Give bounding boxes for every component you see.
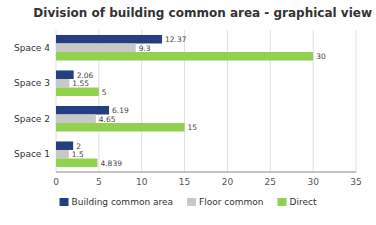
bar <box>56 106 109 115</box>
data-label: 12.37 <box>165 35 187 44</box>
bar <box>56 70 74 79</box>
legend: Building common area Floor common Direct <box>60 197 317 207</box>
x-tick-label: 10 <box>136 177 148 187</box>
data-label: 9.3 <box>139 44 151 53</box>
x-tick-label: 0 <box>53 177 59 187</box>
grid-line <box>356 30 357 172</box>
x-tick-label: 5 <box>96 177 102 187</box>
bar <box>56 88 99 97</box>
legend-swatch <box>278 198 287 206</box>
data-labels: 26.192.0612.371.54.651.559.34.83915530 <box>72 35 326 168</box>
x-tick-label: 15 <box>179 177 190 187</box>
grid-line <box>313 30 314 172</box>
data-label: 1.55 <box>72 79 89 88</box>
data-label: 4.65 <box>99 115 116 124</box>
x-tick-label: 30 <box>307 177 319 187</box>
legend-swatch <box>60 198 69 206</box>
y-tick-label: Space 3 <box>14 78 50 88</box>
title: Division of building common area - graph… <box>33 6 372 20</box>
x-tick-label: 20 <box>222 177 234 187</box>
bar <box>56 43 136 52</box>
x-tick-label: 25 <box>265 177 276 187</box>
y-tick-label: Space 2 <box>14 114 50 124</box>
data-label: 1.5 <box>72 150 84 159</box>
bars <box>56 35 313 167</box>
chart: Division of building common area - graph… <box>0 0 376 225</box>
data-label: 5 <box>102 88 107 97</box>
bar <box>56 114 96 123</box>
bar <box>56 35 162 44</box>
grid-line <box>184 30 185 172</box>
bar <box>56 52 313 61</box>
y-tick-label: Space 4 <box>14 43 50 53</box>
bar <box>56 123 185 132</box>
bar <box>56 159 97 168</box>
legend-label: Building common area <box>72 197 174 207</box>
grid-line <box>270 30 271 172</box>
bar <box>56 79 69 88</box>
legend-swatch <box>187 198 196 206</box>
data-label: 4.839 <box>100 159 122 168</box>
bar <box>56 150 69 159</box>
y-tick-label: Space 1 <box>14 149 50 159</box>
data-label: 30 <box>316 52 326 61</box>
grid-line <box>227 30 228 172</box>
legend-label: Floor common <box>199 197 263 207</box>
bar <box>56 141 73 150</box>
x-tick-label: 35 <box>350 177 361 187</box>
data-label: 15 <box>188 123 198 132</box>
x-axis-line <box>56 172 356 173</box>
legend-label: Direct <box>290 197 317 207</box>
